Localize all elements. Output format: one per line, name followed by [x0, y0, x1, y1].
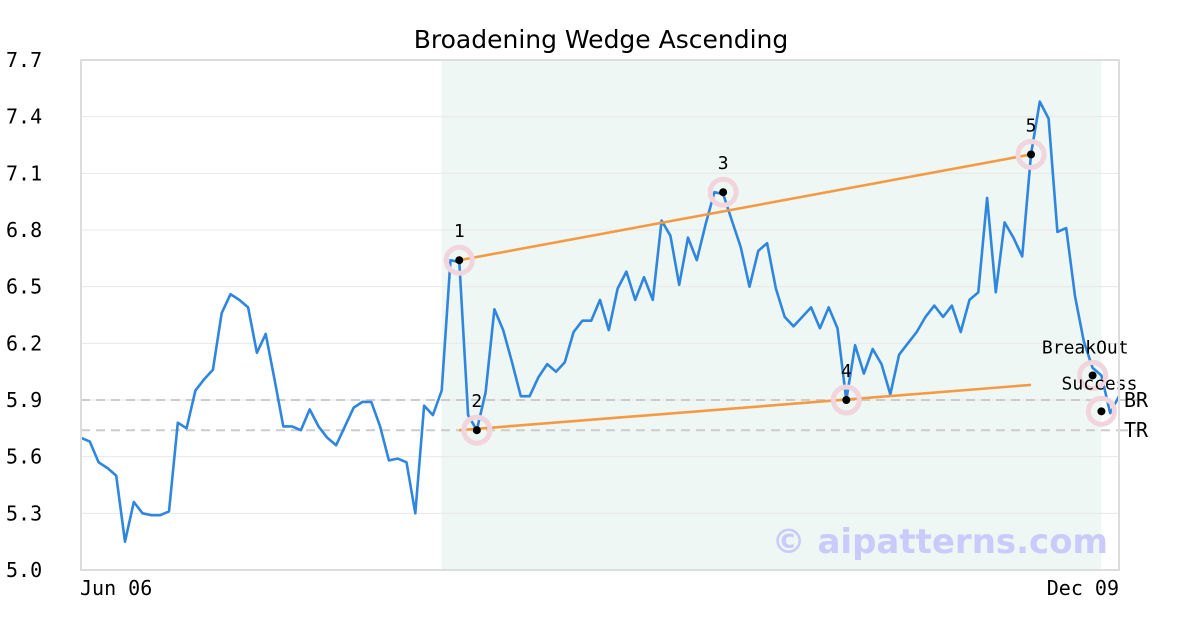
- pattern-point-label: 2: [471, 391, 482, 412]
- level-label: TR: [1124, 418, 1149, 442]
- watermark: © aipatterns.com: [772, 522, 1108, 562]
- y-tick-label: 6.8: [6, 218, 42, 242]
- y-tick-label: 6.5: [6, 275, 42, 299]
- trendline-lower: [459, 383, 1032, 432]
- pattern-point-halo: [443, 244, 475, 276]
- x-tick-label: Dec 09: [1047, 576, 1119, 600]
- event-point-dot: [1088, 371, 1097, 380]
- y-tick-label: 5.0: [6, 558, 42, 582]
- price-line: [80, 100, 1121, 544]
- level-label: BR: [1124, 388, 1149, 412]
- plot-frame: [80, 59, 1120, 571]
- y-tick-label: 7.7: [6, 48, 42, 72]
- y-tick-label: 5.6: [6, 445, 42, 469]
- event-point-halo: [1077, 359, 1109, 391]
- y-tick-label: 7.4: [6, 105, 42, 129]
- y-tick-label: 5.3: [6, 501, 42, 525]
- pattern-point-dot: [455, 256, 464, 265]
- pattern-point-halo: [707, 176, 739, 208]
- pattern-point-halo: [461, 414, 493, 446]
- event-point-dot: [1097, 407, 1106, 416]
- y-tick-label: 5.9: [6, 388, 42, 412]
- pattern-point-label: 1: [454, 221, 465, 242]
- pattern-point-dot: [719, 188, 728, 197]
- event-label: BreakOut: [1042, 337, 1129, 358]
- y-tick-label: 6.2: [6, 331, 42, 355]
- pattern-point-label: 5: [1026, 115, 1037, 136]
- pattern-point-label: 3: [718, 153, 729, 174]
- pattern-band: [441, 60, 1102, 570]
- event-point-halo: [1085, 395, 1117, 427]
- pattern-point-dot: [1027, 150, 1036, 159]
- y-tick-label: 7.1: [6, 161, 42, 185]
- pattern-point-label: 4: [841, 361, 852, 382]
- pattern-point-dot: [472, 426, 481, 435]
- pattern-point-halo: [830, 384, 862, 416]
- pattern-point-dot: [842, 396, 851, 404]
- pattern-point-halo: [1015, 138, 1047, 170]
- event-label: Success: [1062, 373, 1138, 394]
- chart-title: Broadening Wedge Ascending: [414, 25, 789, 54]
- trendline-upper: [459, 153, 1032, 262]
- x-tick-label: Jun 06: [80, 576, 152, 600]
